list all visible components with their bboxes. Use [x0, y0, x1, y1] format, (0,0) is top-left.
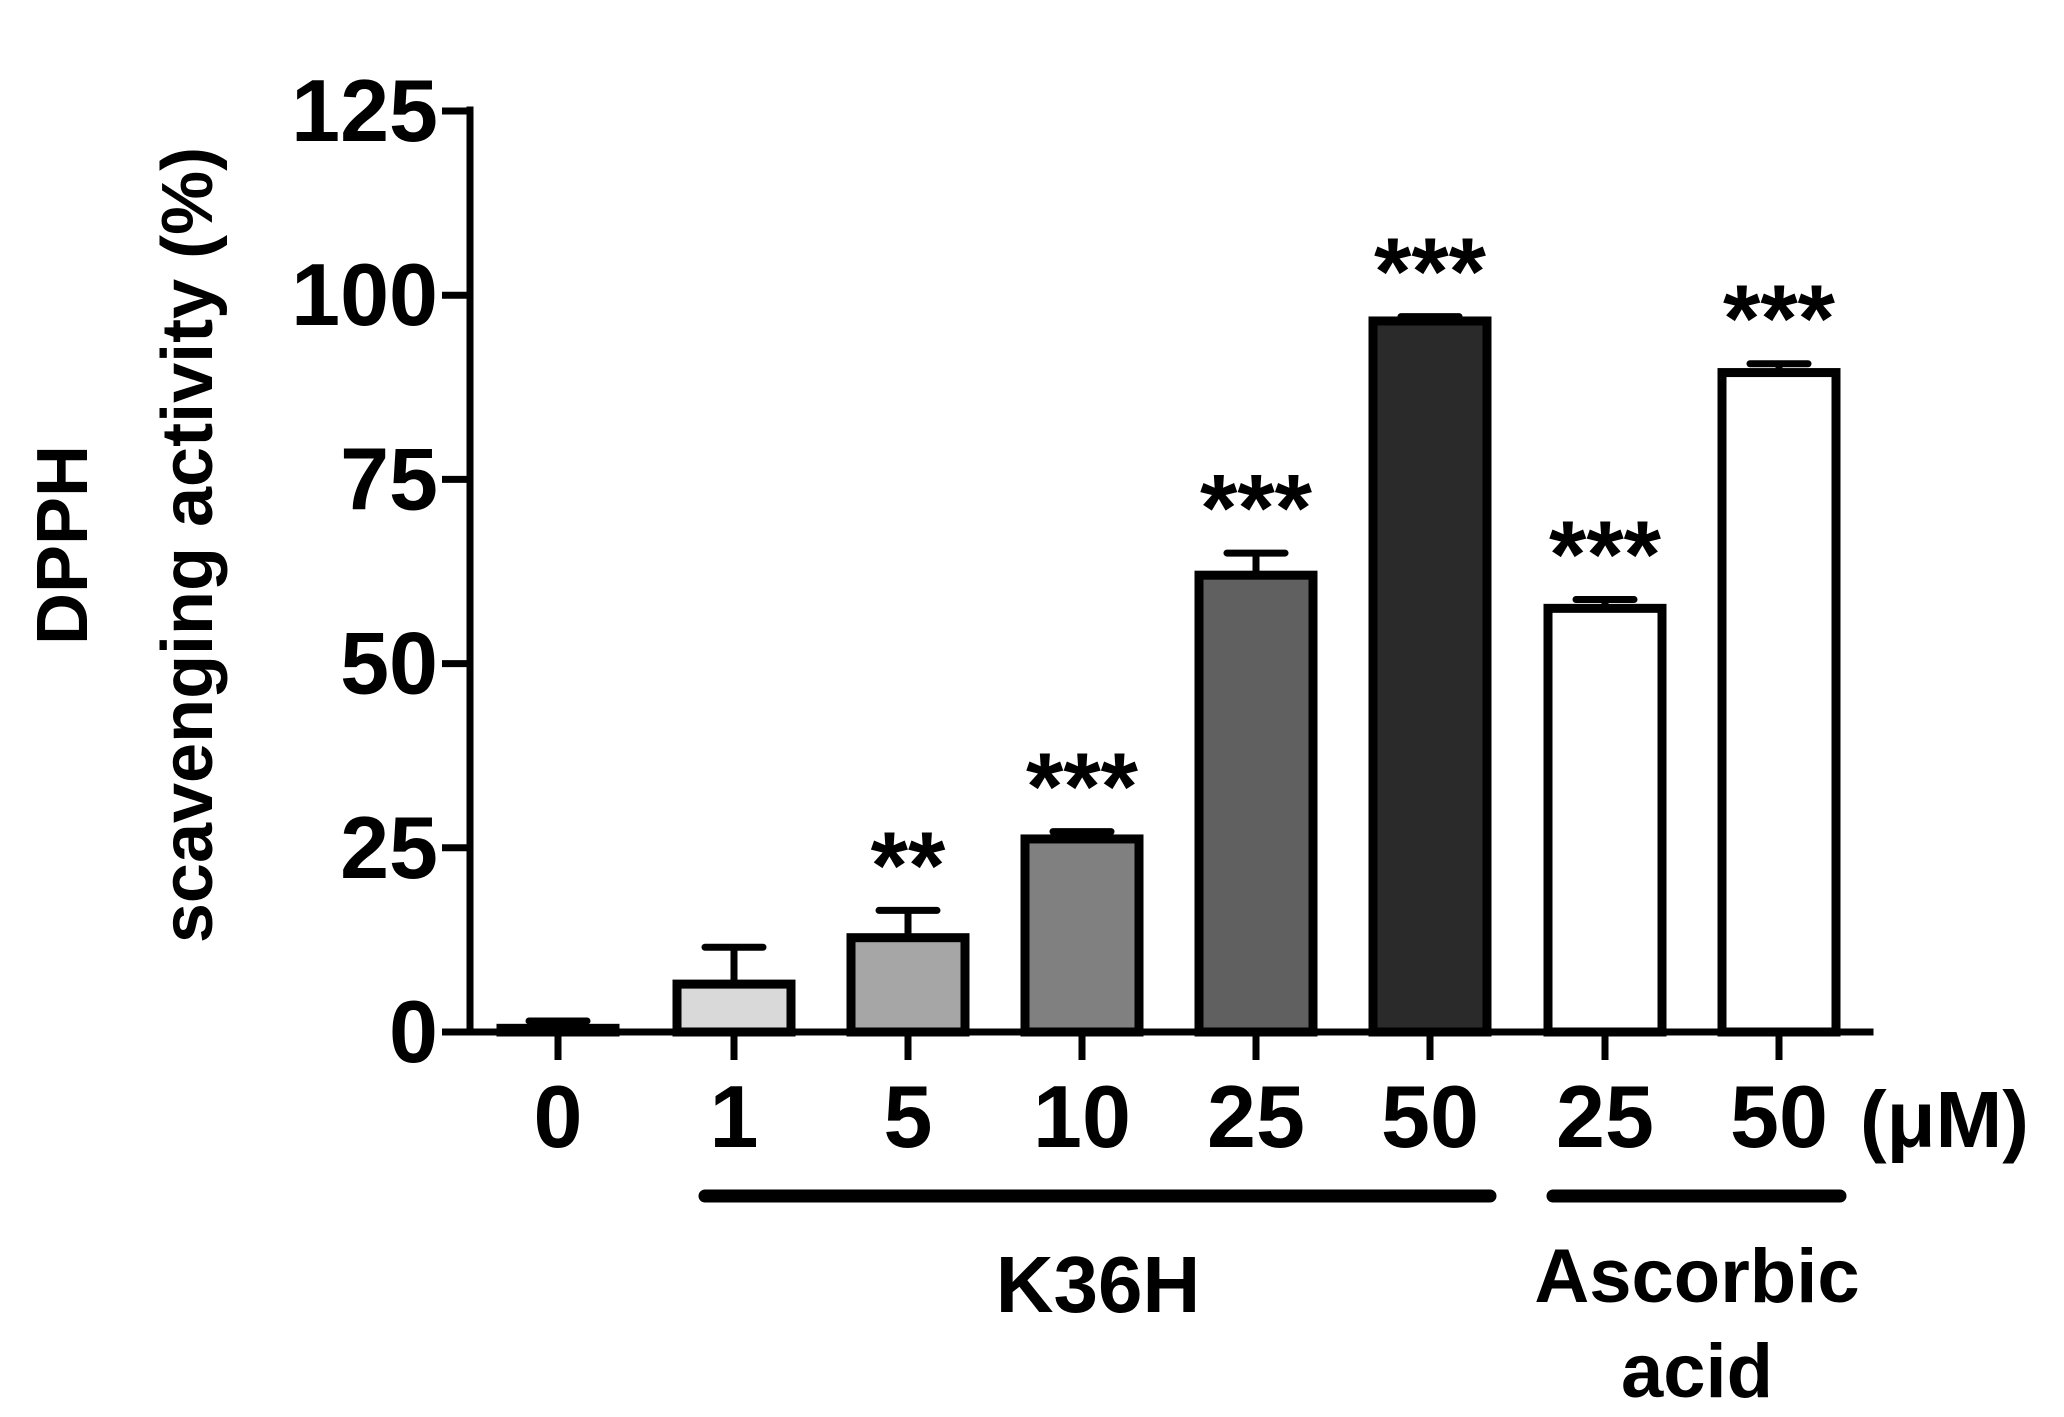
significance-label: ***	[1026, 734, 1139, 841]
bar	[1717, 368, 1841, 1037]
x-tick-label: 25	[1556, 1067, 1654, 1166]
y-tick-label: 75	[340, 429, 438, 528]
significance-label: **	[871, 812, 946, 919]
y-tick-label: 25	[340, 798, 438, 897]
y-axis-label-line1: DPPH	[23, 445, 103, 645]
y-tick-label: 125	[291, 61, 438, 160]
bar-group: **	[846, 812, 970, 1037]
significance-label: ***	[1549, 501, 1662, 608]
bar-group: ***	[1717, 266, 1841, 1037]
bar-group: ***	[1194, 455, 1318, 1037]
unit-label: (μM)	[1860, 1075, 2029, 1164]
significance-label: ***	[1374, 219, 1487, 326]
bar-group: ***	[1543, 501, 1667, 1037]
bars: *****************	[496, 219, 1841, 1037]
x-tick-label: 25	[1207, 1067, 1305, 1166]
bar	[672, 979, 796, 1037]
y-axis-ticks: 0 25 50 75 100 125	[291, 61, 470, 1081]
group-label-k36h: K36H	[996, 1240, 1201, 1329]
bar	[1020, 834, 1144, 1037]
x-tick-label: 0	[534, 1067, 583, 1166]
bar	[1194, 570, 1318, 1037]
group-label-ascorbic-line2: acid	[1621, 1329, 1773, 1414]
significance-label: ***	[1723, 266, 1836, 373]
significance-label: ***	[1200, 455, 1313, 562]
y-tick-label: 100	[291, 245, 438, 344]
group-label-ascorbic-line1: Ascorbic	[1534, 1234, 1859, 1319]
bar-group: ***	[1020, 734, 1144, 1037]
bar-group: ***	[1368, 219, 1492, 1037]
x-tick-label: 50	[1730, 1067, 1828, 1166]
bar-group	[672, 943, 796, 1037]
bar	[1368, 316, 1492, 1037]
x-tick-label: 10	[1033, 1067, 1131, 1166]
bar	[846, 933, 970, 1037]
x-tick-label: 1	[710, 1067, 759, 1166]
y-tick-label: 0	[389, 982, 438, 1081]
x-tick-label: 5	[884, 1067, 933, 1166]
x-tick-label: 50	[1381, 1067, 1479, 1166]
bar	[1543, 603, 1667, 1037]
y-tick-label: 50	[340, 614, 438, 713]
x-axis-ticks: 0 1 5 10 25 50 25 50	[534, 1032, 1828, 1166]
y-axis-label-line2: scavenging activity (%)	[148, 147, 228, 943]
